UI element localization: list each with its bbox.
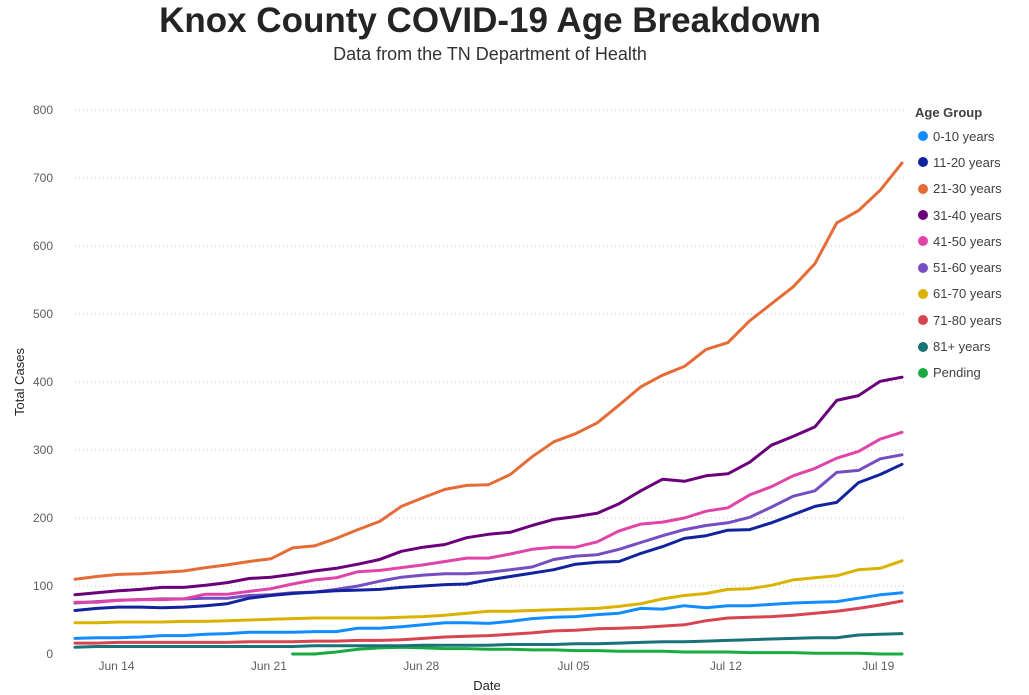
legend-item[interactable]: 21-30 years [915, 176, 1025, 202]
legend-item[interactable]: 11-20 years [915, 149, 1025, 175]
legend-dot-icon [918, 131, 928, 142]
gridlines [75, 109, 905, 587]
legend-item[interactable]: 0-10 years [915, 123, 1025, 149]
y-tick-label: 400 [33, 375, 53, 389]
series-line-51-60-years[interactable] [73, 453, 904, 605]
series-line-31-40-years[interactable] [73, 375, 904, 597]
legend-label: 0-10 years [933, 128, 995, 144]
chart-title: Knox County COVID-19 Age Breakdown [159, 1, 821, 40]
y-tick-label: 100 [33, 579, 53, 593]
chart-subtitle: Data from the TN Department of Health [333, 44, 647, 64]
series-line-81-years[interactable] [73, 632, 904, 649]
legend-dot-icon [918, 210, 928, 221]
series-line-41-50-years[interactable] [73, 430, 904, 604]
y-tick-label: 300 [33, 443, 53, 457]
y-axis-ticks: 0 100 200 300 400 500 600 700 800 [33, 103, 53, 661]
legend-dot-icon [918, 157, 928, 168]
series-line-pending[interactable] [291, 645, 904, 656]
legend-dot-icon [918, 262, 928, 273]
legend-label: 81+ years [933, 339, 991, 355]
y-tick-label: 0 [46, 647, 53, 661]
legend-dot-icon [918, 236, 928, 247]
x-tick-label: Jun 21 [251, 659, 287, 673]
legend-item[interactable]: 61-70 years [915, 281, 1025, 307]
x-axis-ticks: Jun 14 Jun 21 Jun 28 Jul 05 Jul 12 Jul 19 [99, 659, 895, 673]
y-axis-title: Total Cases [12, 348, 27, 416]
legend: Age Group 0-10 years 11-20 years 21-30 yea… [915, 103, 1025, 386]
legend-label: Pending [933, 365, 981, 381]
legend-dot-icon [918, 288, 928, 299]
series-line-11-20-years[interactable] [73, 462, 904, 612]
x-tick-label: Jun 14 [99, 659, 135, 673]
x-tick-label: Jul 05 [558, 659, 590, 673]
legend-dot-icon [918, 367, 928, 378]
legend-item[interactable]: 71-80 years [915, 307, 1025, 333]
y-tick-label: 500 [33, 307, 53, 321]
legend-label: 41-50 years [933, 233, 1002, 249]
y-tick-label: 700 [33, 171, 53, 185]
series-line-61-70-years[interactable] [73, 559, 904, 625]
legend-dot-icon [918, 315, 928, 326]
legend-item[interactable]: 31-40 years [915, 202, 1025, 228]
legend-label: 51-60 years [933, 260, 1002, 276]
x-tick-label: Jun 28 [403, 659, 439, 673]
legend-label: 31-40 years [933, 207, 1002, 223]
legend-item[interactable]: Pending [915, 360, 1025, 386]
y-tick-label: 600 [33, 239, 53, 253]
y-tick-label: 200 [33, 511, 53, 525]
legend-label: 11-20 years [933, 154, 1001, 170]
legend-label: 21-30 years [933, 181, 1002, 197]
legend-item[interactable]: 81+ years [915, 333, 1025, 359]
series-lines [73, 161, 904, 656]
legend-title: Age Group [915, 105, 983, 120]
legend-dot-icon [918, 341, 928, 352]
series-line-0-10-years[interactable] [73, 591, 904, 640]
legend-label: 61-70 years [933, 286, 1002, 302]
series-line-71-80-years[interactable] [73, 599, 904, 645]
legend-item[interactable]: 51-60 years [915, 254, 1025, 280]
series-line-21-30-years[interactable] [73, 161, 904, 581]
legend-item[interactable]: 41-50 years [915, 228, 1025, 254]
legend-label: 71-80 years [933, 312, 1002, 328]
x-tick-label: Jul 12 [710, 659, 742, 673]
y-tick-label: 800 [33, 103, 53, 117]
legend-items: 0-10 years 11-20 years 21-30 years 31-40 ye… [915, 123, 1025, 386]
x-tick-label: Jul 19 [862, 659, 894, 673]
x-axis-title: Date [473, 678, 500, 693]
legend-dot-icon [918, 183, 928, 194]
